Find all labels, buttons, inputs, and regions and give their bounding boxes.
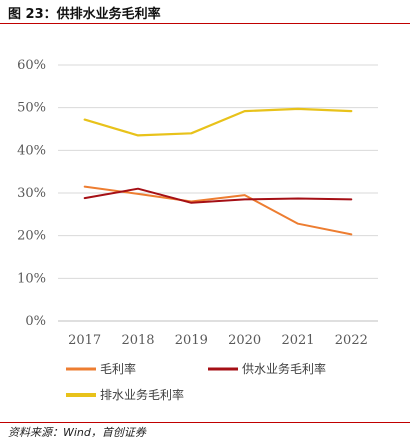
y-tick-label: 30%	[17, 186, 46, 201]
series-line-3	[85, 109, 352, 135]
x-tick-label: 2018	[121, 333, 154, 348]
legend-label: 排水业务毛利率	[100, 387, 184, 402]
y-tick-label: 40%	[17, 143, 46, 158]
legend-label: 毛利率	[100, 361, 136, 376]
x-axis-ticks: 2017 2018 2019 2020 2021 2022	[68, 333, 368, 348]
y-axis-ticks: 0% 10% 20% 30% 40% 50% 60%	[17, 58, 46, 329]
y-tick-label: 50%	[17, 101, 46, 116]
series-line-2	[85, 189, 352, 203]
x-tick-label: 2020	[228, 333, 261, 348]
source-note: 资料来源：Wind，首创证券	[8, 424, 146, 440]
bottom-divider	[0, 422, 410, 423]
gridlines	[58, 65, 378, 321]
x-tick-label: 2022	[335, 333, 368, 348]
x-tick-label: 2019	[175, 333, 208, 348]
series-line-1	[85, 187, 352, 235]
y-tick-label: 0%	[25, 314, 46, 329]
legend-label: 供水业务毛利率	[242, 361, 326, 376]
y-tick-label: 10%	[17, 271, 46, 286]
y-tick-label: 20%	[17, 229, 46, 244]
series-lines	[85, 109, 352, 234]
x-tick-label: 2017	[68, 333, 101, 348]
x-tick-label: 2021	[281, 333, 314, 348]
y-tick-label: 60%	[17, 58, 46, 73]
line-chart: 0% 10% 20% 30% 40% 50% 60% 2017 2018 2019 2020 202…	[0, 0, 410, 420]
